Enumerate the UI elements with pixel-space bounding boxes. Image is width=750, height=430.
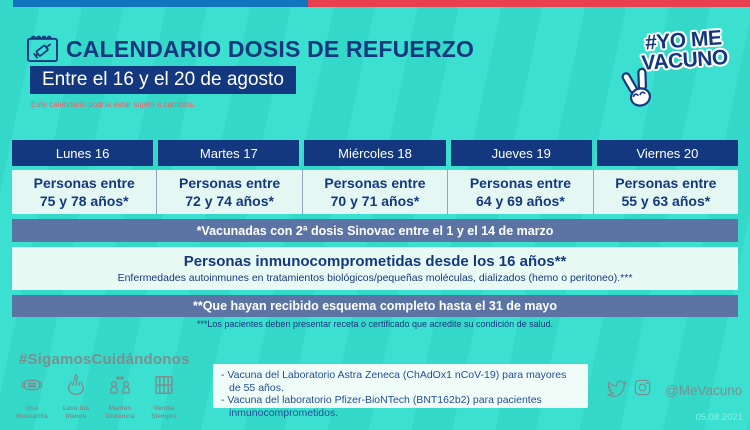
age-group-jueves: Personas entre 64 y 69 años*	[447, 170, 592, 214]
social-handle: @MeVacuno	[665, 382, 743, 398]
care-label: Mantén Distancia	[98, 405, 142, 421]
day-header-miercoles: Miércoles 18	[304, 140, 446, 166]
schema-note-bar: **Que hayan recibido esquema completo ha…	[12, 295, 738, 317]
care-label-line1: Mantén	[108, 405, 132, 412]
care-item-mask: Usa Mascarilla	[10, 372, 54, 421]
immunocompromised-section: Personas inmunocomprometidas desde los 1…	[12, 247, 738, 290]
care-label-line1: Usa	[26, 405, 38, 412]
age-line2: 64 y 69 años*	[476, 193, 565, 209]
age-group-lunes: Personas entre 75 y 78 años*	[12, 170, 156, 214]
care-label: Ventila Siempre	[142, 405, 186, 421]
age-line1: Personas entre	[179, 175, 281, 191]
age-group-row: Personas entre 75 y 78 años* Personas en…	[12, 170, 738, 214]
care-item-wash-hands: Lava tus Manos	[54, 372, 98, 421]
care-label-line2: Distancia	[105, 413, 135, 420]
day-header-martes: Martes 17	[158, 140, 300, 166]
topbar-red-segment	[308, 0, 750, 7]
care-item-ventilate: Ventila Siempre	[142, 372, 186, 421]
immunocompromised-detail: Enfermedades autoinmunes en tratamientos…	[117, 272, 633, 284]
age-line2: 70 y 71 años*	[330, 193, 420, 209]
age-line2: 72 y 74 años*	[185, 193, 274, 209]
vaccine-info-box: - Vacuna del Laboratorio Astra Zeneca (C…	[213, 364, 588, 419]
care-label: Lava tus Manos	[54, 405, 98, 421]
care-label-line2: Mascarilla	[16, 413, 48, 420]
care-label: Usa Mascarilla	[10, 405, 54, 421]
vaccine-note-astrazeneca: - Vacuna del Laboratorio Astra Zeneca (C…	[221, 369, 567, 394]
twitter-icon	[604, 376, 632, 404]
care-label-line2: Manos	[65, 413, 87, 420]
hashtag-sigamos-cuidandonos: #SigamosCuidándonos	[19, 351, 190, 368]
sinovac-note-bar: *Vacunadas con 2ª dosis Sinovac entre el…	[12, 219, 738, 242]
topbar-blue-segment	[13, 0, 308, 7]
social-links: @MeVacuno	[604, 376, 742, 404]
date-range-banner: Entre el 16 y el 20 de agosto	[30, 66, 296, 94]
age-line1: Personas entre	[324, 175, 426, 191]
mask-icon	[19, 379, 45, 402]
care-label-line2: Siempre	[151, 413, 177, 420]
care-label-line1: Ventila	[153, 405, 175, 412]
ventilate-icon	[151, 375, 177, 402]
age-line2: 75 y 78 años*	[39, 193, 129, 209]
day-header-jueves: Jueves 19	[450, 140, 592, 166]
age-line1: Personas entre	[33, 175, 135, 191]
age-line1: Personas entre	[615, 175, 717, 191]
date-stamp: 05.08.2021	[695, 412, 743, 423]
certificate-note: ***Los pacientes deben presentar receta …	[196, 319, 554, 329]
instagram-icon	[632, 377, 658, 403]
victory-hand-icon	[615, 64, 662, 117]
disclaimer-text: Este calendario podría estar sujeto a ca…	[31, 100, 196, 109]
hand-wash-icon	[63, 374, 89, 402]
care-icons-row: Usa Mascarilla Lava tus Manos	[10, 372, 186, 421]
age-group-viernes: Personas entre 55 y 63 años*	[592, 170, 738, 214]
keep-distance-icon	[107, 376, 133, 402]
day-header-viernes: Viernes 20	[596, 140, 739, 166]
vaccine-note-pfizer: - Vacuna del laboratorio Pfizer-BioNTech…	[221, 394, 542, 419]
care-label-line1: Lava tus	[62, 405, 90, 412]
yomevacuno-logo: #YO ME VACUNO	[621, 26, 738, 107]
age-group-miercoles: Personas entre 70 y 71 años*	[301, 170, 447, 214]
age-line2: 55 y 63 años*	[621, 193, 711, 209]
care-item-distance: Mantén Distancia	[98, 372, 142, 421]
age-group-martes: Personas entre 72 y 74 años*	[156, 170, 301, 214]
immunocompromised-title: Personas inmunocomprometidas desde los 1…	[183, 253, 567, 270]
day-header-lunes: Lunes 16	[12, 140, 154, 166]
day-header-row: Lunes 16 Martes 17 Miércoles 18 Jueves 1…	[12, 140, 739, 166]
calendar-syringe-icon	[25, 33, 60, 68]
age-line1: Personas entre	[469, 175, 571, 191]
page-title: CALENDARIO DOSIS DE REFUERZO	[66, 36, 475, 62]
